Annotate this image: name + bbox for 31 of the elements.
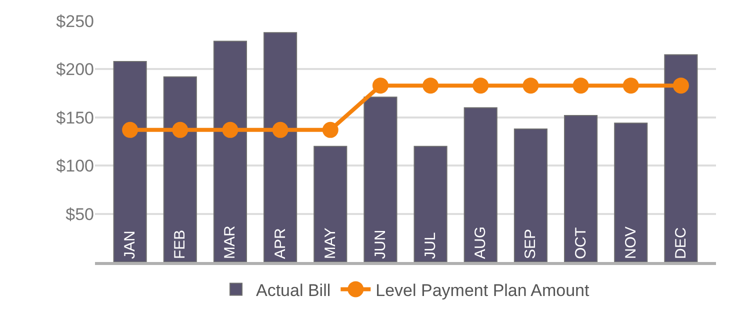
x-tick-label: APR (272, 228, 289, 259)
y-tick-label: $200 (56, 60, 94, 80)
bar (414, 146, 448, 262)
y-tick-label: $150 (56, 108, 94, 128)
bar (564, 114, 598, 262)
y-tick-label: $50 (66, 204, 94, 224)
x-tick-label: MAY (322, 228, 339, 259)
bar (213, 40, 247, 262)
bar (364, 96, 398, 262)
x-tick-label: FEB (172, 230, 189, 259)
y-tick-label: $100 (56, 156, 94, 176)
x-tick-label: JUL (422, 232, 440, 259)
legend-label: Level Payment Plan Amount (376, 280, 590, 300)
x-tick-label: JUN (372, 230, 389, 259)
x-tick-label: SEP (522, 228, 540, 259)
x-tick-label: DEC (672, 227, 690, 259)
bar (314, 146, 348, 262)
x-tick-label: MAR (222, 226, 239, 259)
bar (614, 122, 648, 262)
bar (113, 60, 147, 262)
bar (464, 107, 498, 262)
y-tick-label: $250 (56, 12, 94, 31)
x-tick-label: AUG (472, 226, 490, 259)
bar (514, 128, 548, 262)
bar (664, 54, 698, 262)
bar (163, 76, 197, 262)
bar (264, 32, 298, 262)
x-tick-label: JAN (122, 230, 139, 259)
x-tick-label: OCT (572, 227, 590, 259)
x-tick-label: NOV (622, 226, 640, 259)
legend-label: Actual Bill (256, 280, 331, 300)
